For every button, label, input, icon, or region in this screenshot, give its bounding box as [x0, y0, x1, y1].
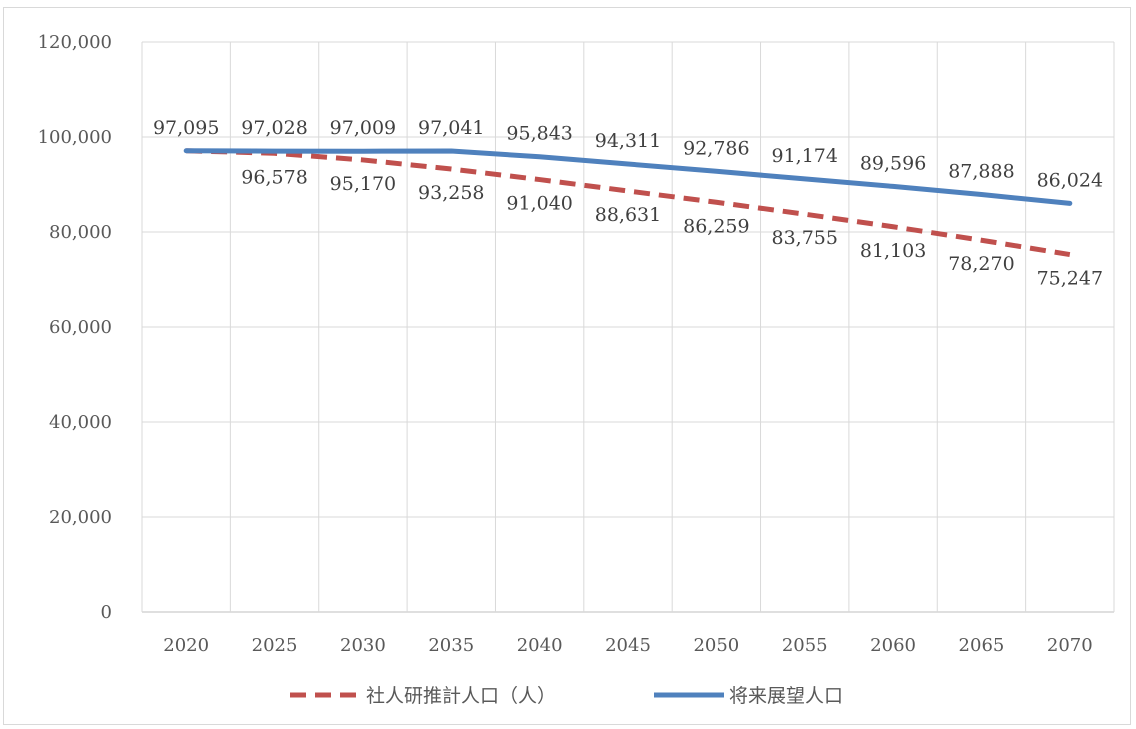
data-label: 92,786 — [683, 137, 749, 159]
data-label: 86,024 — [1037, 169, 1103, 191]
data-labels: 96,578 95,170 93,258 91,040 88,631 86,259 83,7… — [153, 117, 1103, 290]
data-label: 91,040 — [506, 193, 572, 215]
y-axis-ticks: 0 20,000 40,000 60,000 80,000 100,000 120,000 — [38, 32, 112, 623]
chart-frame — [3, 7, 1131, 725]
data-label: 94,311 — [595, 130, 661, 152]
data-label: 78,270 — [948, 253, 1014, 275]
x-tick-label: 2065 — [959, 635, 1005, 656]
x-tick-label: 2045 — [605, 635, 651, 656]
y-tick-label: 120,000 — [38, 32, 112, 53]
data-label: 83,755 — [771, 227, 837, 249]
data-label: 96,578 — [241, 166, 307, 188]
data-label: 97,041 — [418, 117, 484, 139]
legend-label: 社人研推計人口（人） — [366, 685, 556, 707]
x-tick-label: 2070 — [1047, 635, 1093, 656]
series-lines — [183, 148, 1073, 258]
legend-label: 将来展望人口 — [729, 685, 843, 707]
data-label: 95,843 — [506, 123, 572, 145]
data-label: 89,596 — [860, 152, 926, 174]
gridlines — [141, 41, 1115, 613]
x-axis-ticks: 2020 2025 2030 2035 2040 2045 2050 2055 2060 2065… — [163, 635, 1092, 656]
y-tick-label: 80,000 — [49, 222, 112, 243]
x-tick-label: 2025 — [252, 635, 298, 656]
x-tick-label: 2060 — [870, 635, 916, 656]
data-label: 91,174 — [771, 145, 837, 167]
x-tick-label: 2020 — [163, 635, 209, 656]
data-label: 75,247 — [1037, 268, 1103, 290]
data-label: 97,028 — [241, 117, 307, 139]
data-label: 88,631 — [595, 204, 661, 226]
data-label: 97,009 — [330, 117, 396, 139]
x-tick-label: 2035 — [428, 635, 474, 656]
y-tick-label: 100,000 — [38, 127, 112, 148]
x-tick-label: 2030 — [340, 635, 386, 656]
data-label: 95,170 — [330, 173, 396, 195]
series-line-outlook — [183, 148, 1073, 206]
y-tick-label: 60,000 — [49, 317, 112, 338]
data-label: 97,095 — [153, 117, 219, 139]
x-tick-label: 2050 — [693, 635, 739, 656]
y-tick-label: 20,000 — [49, 507, 112, 528]
y-tick-label: 0 — [101, 602, 112, 623]
data-label: 93,258 — [418, 182, 484, 204]
x-tick-label: 2040 — [517, 635, 563, 656]
y-tick-label: 40,000 — [49, 412, 112, 433]
data-label: 81,103 — [860, 240, 926, 262]
data-label: 86,259 — [683, 215, 749, 237]
x-tick-label: 2055 — [782, 635, 828, 656]
data-label: 87,888 — [948, 161, 1014, 183]
legend: 社人研推計人口（人） 将来展望人口 — [290, 685, 843, 707]
